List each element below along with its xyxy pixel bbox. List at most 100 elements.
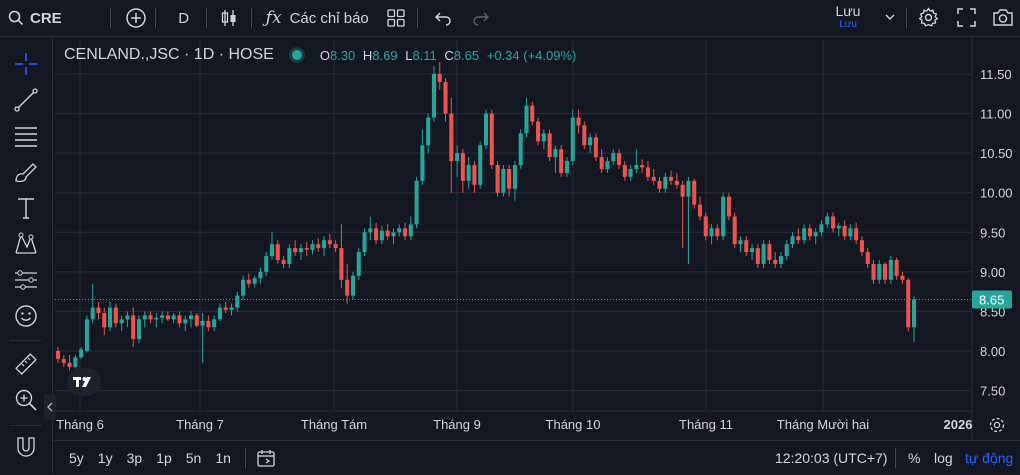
- compare-button[interactable]: [125, 0, 147, 36]
- pattern-icon: [15, 232, 37, 254]
- interval-button[interactable]: D: [178, 9, 190, 27]
- period-5y[interactable]: 5y: [69, 450, 84, 466]
- camera-icon: [993, 9, 1013, 26]
- pattern-tool[interactable]: [12, 230, 40, 258]
- low-key: L: [405, 47, 413, 63]
- candle-body: [721, 196, 726, 237]
- chart-type-button[interactable]: [219, 0, 239, 36]
- brush-tool[interactable]: [12, 158, 40, 186]
- candle-body: [871, 263, 876, 280]
- divider: [205, 8, 207, 28]
- divider: [895, 448, 896, 468]
- time-tick-label: Tháng 7: [176, 417, 224, 432]
- candle-body: [142, 315, 147, 320]
- forecast-tool[interactable]: [12, 266, 40, 294]
- magnet-tool[interactable]: [12, 433, 40, 461]
- save-label: Lưu: [835, 3, 861, 19]
- period-1n[interactable]: 1n: [215, 450, 231, 466]
- candle-body: [275, 244, 280, 260]
- candle-body: [322, 240, 327, 249]
- period-1y[interactable]: 1y: [97, 450, 113, 466]
- candle-body: [617, 153, 622, 166]
- candle-body: [223, 307, 228, 310]
- low-value: 8.11: [412, 47, 437, 63]
- redo-button[interactable]: [472, 0, 490, 36]
- redo-icon: [473, 12, 489, 26]
- divider: [10, 340, 42, 341]
- clock-display[interactable]: 12:20:03 (UTC+7): [775, 450, 888, 466]
- candle-body: [831, 216, 836, 229]
- candle-body: [582, 125, 587, 146]
- candle-body: [449, 113, 454, 162]
- tradingview-logo[interactable]: [67, 368, 101, 396]
- price-tick-label: 11.50: [980, 67, 1012, 82]
- function-icon: ƒx: [265, 8, 282, 28]
- goto-date-button[interactable]: [256, 448, 276, 468]
- candle-body: [293, 248, 298, 253]
- candle-body: [165, 315, 170, 320]
- auto-toggle[interactable]: tự động: [965, 450, 1014, 466]
- candle-body: [345, 279, 350, 296]
- candle-body: [605, 161, 610, 169]
- candle-body: [431, 74, 436, 118]
- settings-button[interactable]: [918, 7, 939, 33]
- candle-body: [663, 176, 668, 189]
- measure-tool[interactable]: [12, 350, 40, 378]
- log-toggle[interactable]: log: [934, 450, 953, 466]
- candle-body: [84, 319, 89, 351]
- templates-button[interactable]: [387, 0, 405, 36]
- candle-body: [564, 161, 569, 173]
- candle-body: [67, 362, 72, 367]
- grid-icon: [387, 9, 405, 27]
- calendar-icon: [257, 450, 275, 467]
- text-tool[interactable]: [12, 194, 40, 222]
- trend-line-tool[interactable]: [12, 86, 40, 114]
- crosshair-tool[interactable]: [12, 50, 40, 78]
- fullscreen-button[interactable]: [957, 8, 976, 32]
- time-axis: Tháng 6 Tháng 7 Tháng Tám Tháng 9 Tháng 10 Th…: [56, 417, 972, 432]
- chevron-left-icon: [47, 402, 53, 412]
- percent-toggle[interactable]: %: [908, 450, 921, 466]
- candle-body: [495, 165, 500, 193]
- axis-settings-button[interactable]: [988, 416, 1006, 439]
- candle-body: [825, 216, 830, 225]
- symbol-search[interactable]: CRE: [8, 0, 62, 36]
- candle-body: [813, 232, 818, 237]
- snapshot-button[interactable]: [992, 8, 1014, 32]
- fullscreen-icon: [957, 8, 976, 27]
- collapse-toolbar-button[interactable]: [44, 394, 56, 420]
- fib-tool[interactable]: [12, 122, 40, 150]
- candle-body: [183, 319, 188, 324]
- bottom-toolbar: 5y 1y 3p 1p 5n 1n 12:20:03 (UTC+7) % log…: [53, 440, 1020, 475]
- candle-body: [200, 320, 205, 326]
- candle-body: [593, 137, 598, 158]
- candle-body: [674, 180, 679, 185]
- divider: [154, 8, 156, 28]
- gear-icon: [918, 7, 939, 27]
- chart-grid: [55, 40, 972, 411]
- period-1p[interactable]: 1p: [156, 450, 172, 466]
- icons-tool[interactable]: [12, 302, 40, 330]
- zoom-tool[interactable]: [12, 386, 40, 414]
- candle-body: [611, 153, 616, 162]
- sliders-icon: [15, 270, 37, 290]
- undo-button[interactable]: [434, 0, 452, 36]
- save-button[interactable]: Lưu Lưu: [828, 3, 868, 30]
- candle-body: [859, 240, 864, 253]
- candle-body: [79, 349, 84, 358]
- undo-icon: [434, 12, 451, 26]
- candle-body: [241, 279, 246, 296]
- candle-body: [136, 319, 141, 340]
- candle-body: [443, 81, 448, 114]
- period-3p[interactable]: 3p: [126, 450, 143, 466]
- chart-legend: CENLAND.,JSC · 1D · HOSE O8.30 H8.69 L8.…: [64, 46, 580, 64]
- indicators-button[interactable]: ƒx Các chỉ báo: [266, 0, 369, 36]
- period-5n[interactable]: 5n: [185, 450, 202, 466]
- candle-body: [408, 224, 413, 237]
- candle-body: [697, 204, 703, 217]
- candle-body: [131, 315, 136, 340]
- save-menu-chevron[interactable]: [884, 10, 896, 28]
- candle-body: [507, 168, 512, 189]
- candle-body: [472, 165, 477, 185]
